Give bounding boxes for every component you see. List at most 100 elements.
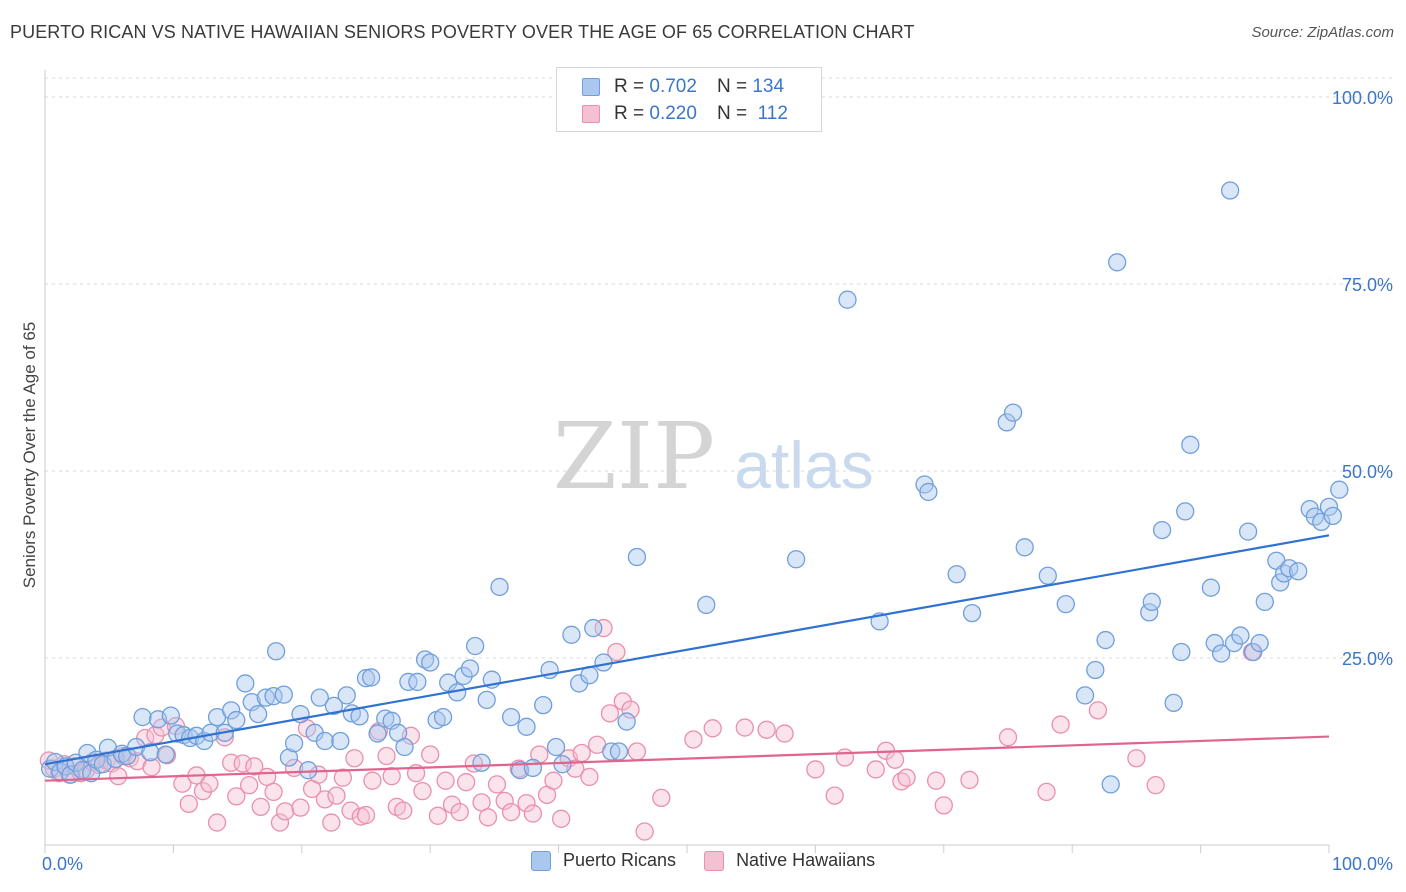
puerto-rican-point: [141, 743, 160, 762]
native-hawaiian-point: [251, 797, 270, 817]
n-label: N =: [716, 76, 748, 97]
legend-label: Native Hawaiians: [736, 850, 876, 870]
native-hawaiian-point: [806, 760, 825, 779]
puerto-rican-point: [501, 707, 521, 727]
puerto-rican-point: [490, 577, 509, 597]
stats-row-native-hawaiians: R = 0.220 N = 112: [582, 102, 788, 126]
puerto-rican-point: [133, 707, 152, 727]
native-hawaiian-point: [207, 813, 227, 832]
native-hawaiian-point: [1051, 715, 1070, 734]
native-hawaiian-point: [825, 786, 844, 805]
puerto-rican-point: [584, 618, 603, 638]
puerto-rican-point: [562, 625, 581, 644]
puerto-rican-point: [1274, 564, 1294, 583]
puerto-rican-point: [617, 712, 636, 731]
r-label: R =: [614, 103, 645, 124]
r-value: 0.220: [649, 103, 697, 124]
puerto-rican-point: [517, 717, 536, 736]
puerto-rican-point: [1211, 644, 1231, 663]
puerto-rican-point: [350, 707, 369, 726]
native-hawaiian-point: [926, 771, 946, 790]
native-hawaiians-points: [39, 618, 1262, 841]
puerto-rican-point: [415, 650, 435, 669]
native-hawaiian-point: [322, 813, 341, 832]
watermark-atlas: atlas: [734, 428, 873, 502]
puerto-rican-point: [1056, 594, 1075, 614]
puerto-rican-point: [310, 688, 329, 707]
native-hawaiian-point: [442, 795, 462, 814]
puerto-rican-point: [1220, 181, 1240, 200]
native-hawaiian-point: [835, 748, 855, 767]
native-hawaiian-point: [684, 730, 703, 749]
puerto-rican-point: [627, 547, 647, 567]
native-hawaiian-point: [735, 718, 754, 737]
legend-label: Puerto Ricans: [563, 850, 677, 870]
puerto-rican-point: [284, 734, 304, 753]
chart-title: PUERTO RICAN VS NATIVE HAWAIIAN SENIORS …: [10, 22, 915, 42]
native-hawaiian-point: [517, 793, 536, 813]
native-hawaiian-point: [142, 758, 161, 777]
native-hawaiian-point: [594, 618, 613, 638]
native-hawaiian-point: [1146, 776, 1165, 795]
n-label: N =: [716, 103, 748, 124]
native-hawaiian-point: [436, 771, 455, 790]
puerto-rican-point: [161, 706, 180, 725]
puerto-rican-point: [1201, 578, 1221, 597]
native-hawaiian-point: [233, 754, 252, 773]
native-hawaiian-point: [1037, 782, 1056, 802]
stats-row-puerto-ricans: R = 0.702 N = 134: [582, 75, 784, 99]
native-hawaiian-point: [275, 802, 295, 821]
puerto-rican-point: [256, 688, 275, 707]
legend-item-puerto-ricans: Puerto Ricans: [531, 850, 676, 871]
native-hawaiian-point: [757, 720, 776, 739]
grid-lines: [45, 77, 1392, 659]
native-hawaiian-point: [600, 704, 620, 723]
puerto-rican-point: [433, 707, 453, 727]
native-hawaiian-point: [580, 767, 599, 787]
native-hawaiian-point: [200, 774, 219, 793]
puerto-rican-point: [248, 704, 268, 724]
puerto-rican-point: [1152, 520, 1172, 540]
puerto-rican-point: [1323, 506, 1343, 526]
native-hawaiian-point: [998, 728, 1018, 747]
puerto-ricans-trend-line: [44, 534, 1330, 766]
y-tick-label: 100.0%: [1332, 88, 1393, 108]
native-hawaiian-point: [544, 771, 563, 790]
puerto-rican-point: [460, 659, 480, 678]
puerto-rican-point: [1271, 573, 1290, 592]
puerto-rican-point: [919, 482, 938, 502]
x-tick-label: 0.0%: [42, 854, 83, 874]
native-hawaiian-point: [363, 771, 382, 790]
native-hawaiian-point: [960, 770, 979, 790]
native-hawaiian-point: [897, 768, 916, 787]
puerto-rican-point: [337, 686, 356, 705]
puerto-rican-point: [1086, 660, 1105, 680]
stats-legend: R = 0.702 N = 134 R = 0.220 N = 112: [556, 67, 822, 132]
puerto-rican-point: [472, 753, 491, 772]
puerto-rican-point: [299, 761, 318, 780]
puerto-rican-point: [356, 669, 376, 688]
puerto-rican-point: [279, 748, 299, 767]
source-label: Source: ZipAtlas.com: [1251, 24, 1394, 41]
native-hawaiian-point: [1127, 749, 1146, 768]
native-hawaiian-point: [652, 788, 671, 808]
native-hawaiian-point: [356, 805, 376, 825]
puerto-rican-point: [395, 737, 414, 757]
puerto-rican-point: [1312, 512, 1331, 532]
puerto-rican-point: [1015, 538, 1034, 557]
native-hawaiian-point: [934, 796, 953, 815]
native-hawaiian-point: [607, 642, 626, 662]
puerto-rican-point: [786, 550, 806, 569]
native-hawaiian-point: [703, 719, 722, 738]
native-hawaiian-point: [227, 787, 246, 806]
native-hawaiian-point: [333, 768, 353, 787]
puerto-rican-point: [421, 653, 440, 672]
puerto-rican-point: [1096, 630, 1115, 650]
puerto-rican-point: [454, 666, 473, 686]
native-hawaiian-point: [866, 760, 885, 779]
native-hawaiian-point: [885, 750, 905, 769]
native-hawaiian-point: [240, 776, 259, 795]
puerto-rican-point: [1140, 603, 1159, 622]
native-hawaiian-point: [377, 746, 396, 766]
